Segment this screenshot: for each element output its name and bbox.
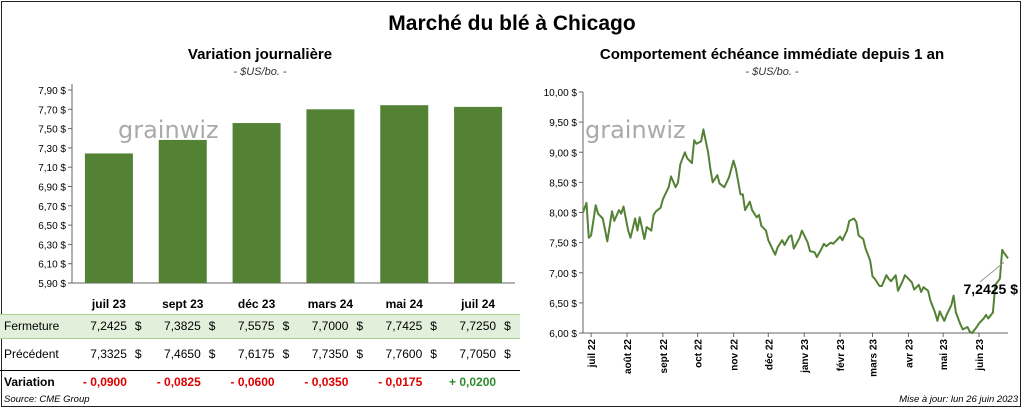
currency-symbol: $ [504, 319, 511, 333]
watermark-logo: grainwiz [585, 116, 686, 144]
source-note: Source: CME Group [4, 394, 90, 405]
y-tick-label: 6,50 $ [549, 299, 577, 310]
bar-chart: 5,90 $ 6,10 $ 6,30 $ 6,50 $ 6,70 $ 6,90 $ 7,10… [38, 84, 515, 311]
right-panel-title: Comportement échéance immédiate depuis 1… [599, 46, 945, 63]
x-tick-label: déc 23 [238, 297, 276, 311]
currency-symbol: $ [430, 347, 437, 361]
table-row-fermeture: Fermeture 7,2425 $7,3825 $7,5575 $7,7000 $7,… [0, 314, 520, 339]
x-tick-label: juil 24 [460, 297, 495, 311]
y-tick-label: 9,50 $ [549, 118, 577, 129]
table-cell: - 0,0825 [156, 375, 201, 389]
row-label-fermeture: Fermeture [4, 319, 60, 333]
table-cell: 7,7000 [311, 319, 349, 333]
left-panel-title: Variation journalière [187, 46, 333, 63]
price-series-line [582, 128, 1009, 334]
table-row-variation: Variation - 0,0900 - 0,0825 - 0,0600 - 0,03… [0, 370, 520, 393]
y-tick-label: 7,90 $ [38, 86, 66, 97]
currency-symbol: $ [282, 319, 290, 333]
currency-symbol: $ [504, 347, 511, 361]
left-panel-subtitle: - $US/bo. - [233, 66, 287, 78]
y-tick-label: 7,10 $ [38, 163, 66, 174]
x-tick-label: déc 22 [764, 339, 775, 371]
y-tick-label: 10,00 $ [544, 88, 578, 99]
table-cell: 7,7250 [459, 319, 497, 333]
currency-symbol: $ [208, 319, 216, 333]
row-label-precedent: Précédent [4, 347, 59, 361]
x-tick-label: sept 22 [659, 339, 670, 374]
table-cell: 7,7050 [459, 347, 497, 361]
bar [454, 106, 503, 283]
last-value-leader [979, 261, 1005, 283]
x-tick-label: nov 22 [730, 339, 741, 371]
table-cell: - 0,0350 [304, 375, 349, 389]
x-tick-label: mai 24 [386, 297, 424, 311]
y-tick-label: 6,10 $ [38, 260, 66, 271]
row-label-variation: Variation [4, 375, 55, 389]
table-cell: 7,7425 [385, 319, 423, 333]
x-tick-label: juil 22 [587, 339, 598, 369]
table-cell: 7,3325 [90, 347, 127, 361]
x-tick-label: mars 23 [869, 339, 880, 377]
update-note: Mise à jour: lun 26 juin 2023 [899, 394, 1018, 405]
currency-symbol: $ [134, 347, 142, 361]
table-cell: 7,2425 [90, 319, 127, 333]
bar [380, 105, 429, 283]
y-tick-label: 7,50 $ [549, 239, 577, 250]
y-tick-label: 6,90 $ [38, 183, 66, 194]
main-title: Marché du blé à Chicago [388, 12, 636, 35]
line-chart: 6,00 $ 6,50 $ 7,00 $ 7,50 $ 8,00 $ 8,50 $ 9,00… [544, 88, 1019, 377]
x-tick-label: avr 23 [904, 339, 915, 368]
currency-symbol: $ [356, 347, 364, 361]
currency-symbol: $ [282, 347, 290, 361]
bar [84, 153, 133, 283]
right-panel-subtitle: - $US/bo. - [745, 66, 799, 78]
x-tick-label: août 22 [623, 339, 634, 374]
y-tick-label: 5,90 $ [38, 279, 66, 290]
y-tick-label: 7,70 $ [38, 105, 66, 116]
table-row-precedent: Précédent 7,3325 $7,4650 $7,6175 $7,7350 $7,… [0, 343, 520, 365]
y-tick-label: 6,70 $ [38, 202, 66, 213]
watermark-logo: grainwiz [118, 116, 219, 144]
table-cell: 7,3825 [164, 319, 201, 333]
bar [306, 109, 355, 283]
table-cell: - 0,0175 [378, 375, 423, 389]
x-tick-label: févr 23 [836, 339, 847, 372]
y-tick-label: 8,50 $ [549, 178, 577, 189]
table-cell: + 0,0200 [449, 375, 497, 389]
x-tick-label: juil 23 [91, 297, 126, 311]
y-tick-label: 6,50 $ [38, 221, 66, 232]
bar [232, 123, 281, 284]
table-cell: 7,6175 [237, 347, 275, 361]
y-tick-label: 6,00 $ [549, 329, 577, 340]
currency-symbol: $ [134, 319, 142, 333]
table-cell: 7,7600 [385, 347, 423, 361]
bar [158, 139, 207, 283]
y-tick-label: 7,50 $ [38, 125, 66, 136]
x-tick-label: janv 23 [800, 339, 811, 374]
table-cell: 7,7350 [311, 347, 349, 361]
x-tick-label: mars 24 [308, 297, 354, 311]
x-tick-label: oct 22 [694, 339, 705, 368]
table-cell: 7,4650 [164, 347, 201, 361]
table-cell: - 0,0900 [82, 375, 127, 389]
last-value-label: 7,2425 $ [964, 281, 1019, 297]
y-tick-label: 6,30 $ [38, 240, 66, 251]
table-cell: 7,5575 [237, 319, 275, 333]
currency-symbol: $ [356, 319, 364, 333]
currency-symbol: $ [208, 347, 216, 361]
currency-symbol: $ [430, 319, 437, 333]
y-tick-label: 8,00 $ [549, 209, 577, 220]
table-cell: - 0,0600 [230, 375, 275, 389]
x-tick-label: sept 23 [162, 297, 204, 311]
y-tick-label: 7,00 $ [549, 269, 577, 280]
y-tick-label: 9,00 $ [549, 148, 577, 159]
x-tick-label: mai 23 [939, 339, 950, 371]
y-tick-label: 7,30 $ [38, 144, 66, 155]
x-tick-label: juin 23 [975, 339, 986, 372]
